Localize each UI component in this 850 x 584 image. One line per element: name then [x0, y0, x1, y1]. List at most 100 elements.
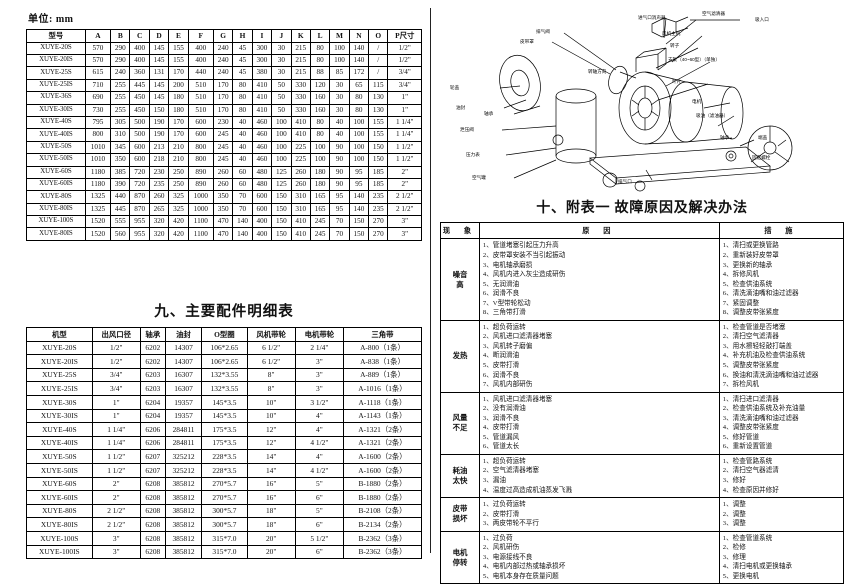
spec-cell: 410 — [290, 115, 311, 130]
spec-cell: 180 — [309, 165, 331, 179]
fault-phenomenon-line: 发热 — [452, 351, 468, 361]
parts-model-cell: XUYE-25S — [26, 367, 93, 383]
spec-cell: 185 — [368, 165, 389, 179]
spec-cell: 310 — [110, 128, 131, 142]
fault-remedy-cell: 1、检查管路系统 2、清扫空气器滤清 3、修好 4、检查原因并修好 — [718, 453, 845, 499]
parts-cell: 6208 — [139, 517, 166, 532]
spec-cell: 40 — [232, 115, 253, 130]
fault-remedy-cell: 1、调整 2、调整 3、调整 — [718, 497, 845, 532]
table-row: XUYE-50S 1010 345 600 213 210 800 245 40 460 100 22… — [26, 140, 422, 155]
spec-cell: 560 — [110, 227, 131, 241]
list-item: 2、皮带罩安装不当引起振动 — [482, 251, 566, 259]
spec-cell: 70 — [329, 215, 350, 229]
diagram-label: 电机 — [692, 99, 702, 104]
spec-cell: 80 — [309, 128, 331, 142]
list-item: 3、漏油 — [482, 477, 506, 485]
spec-cell: 410 — [290, 215, 311, 229]
parts-cell: 18" — [246, 503, 296, 519]
spec-cell: 250 — [168, 165, 189, 179]
spec-model-cell: XUYE-20S — [26, 41, 86, 56]
diagram-label: 进气口消声器 — [638, 15, 666, 20]
parts-cell: 385812 — [164, 490, 203, 505]
table-row: XUYE-80S 1325 440 870 260 325 1000 350 70 600 150 3… — [26, 190, 422, 204]
parts-cell: 8" — [246, 367, 296, 383]
list-item: 5、修好管道 — [722, 433, 760, 441]
spec-cell: 1 1/4" — [387, 128, 422, 142]
spec-cell: 410 — [290, 227, 311, 241]
spec-cell: 955 — [129, 227, 150, 241]
parts-cell: 3" — [294, 381, 344, 396]
spec-cell: 3/4" — [387, 78, 422, 93]
table-row: 电机 停转 1、过负荷 2、风机研伤 3、电源接线不良 4、电机内部过热或轴承损坏 5、电机… — [440, 530, 845, 584]
spec-cell: 235 — [148, 177, 170, 192]
spec-model-cell: XUYE-60IS — [26, 177, 86, 192]
parts-cell: 10" — [246, 408, 296, 424]
table-row: XUYE-40S 1 1/4" 6206 284811 175*3.5 12" 4" A-13… — [26, 422, 423, 437]
fault-phenomenon-line: 皮带 — [452, 504, 468, 514]
list-item: 1、清扫或更换管路 — [722, 242, 779, 250]
list-item: 4、温度过高造成机油蒸发飞溅 — [482, 486, 572, 494]
spec-cell: 80 — [348, 91, 370, 105]
spec-cell: 80 — [232, 103, 253, 117]
spec-cell: 330 — [290, 103, 311, 117]
spec-cell: 400 — [187, 41, 214, 56]
parts-cell: 3 1/2" — [294, 394, 344, 410]
list-item: 2、风机研伤 — [482, 544, 520, 552]
spec-cell: 260 — [148, 190, 170, 204]
parts-model-cell: XUYE-20IS — [26, 354, 93, 369]
list-item: 5、无润滑油 — [482, 280, 520, 288]
table-row: XUYE-36S 690 255 450 145 180 510 170 80 410 50 330 1… — [26, 91, 422, 105]
document-page: 单位: mm 型号 A B C D E F G H I J K L M N O P尺寸 XUYE-20S 570 2… — [26, 8, 845, 584]
spec-model-cell: XUYE-30IS — [26, 103, 86, 117]
parts-cell: 270*5.7 — [201, 490, 248, 505]
spec-cell: 130 — [368, 103, 389, 117]
parts-cell: 16" — [246, 490, 296, 505]
fault-phenomenon-line: 损坏 — [452, 514, 468, 524]
parts-cell: 6202 — [139, 340, 166, 356]
spec-cell: 215 — [290, 66, 311, 80]
parts-section-title: 九、主要配件明细表 — [154, 304, 294, 320]
parts-col-header-0: 机型 — [26, 327, 93, 342]
spec-cell: 80 — [309, 41, 331, 56]
list-item: 2、风机进口滤清器堵塞 — [482, 333, 553, 341]
spec-cell: 40 — [329, 115, 350, 130]
fault-cause-cell: 1、管道堵塞引起压力升高 2、皮带罩安装不当引起振动 3、电机轴承磨损 4、风机内进入… — [478, 238, 720, 321]
spec-cell: 570 — [84, 53, 112, 68]
spec-cell: 1325 — [84, 202, 112, 217]
spec-cell: 70 — [329, 227, 350, 241]
parts-cell: 385812 — [164, 503, 203, 519]
parts-cell: 12" — [246, 422, 296, 437]
spec-cell: 90 — [329, 165, 350, 179]
table-row: XUYE-60IS 1180 390 720 235 250 890 260 60 480 125 2… — [26, 177, 422, 192]
spec-cell: 290 — [110, 41, 131, 56]
parts-cell: 6208 — [139, 530, 166, 546]
spec-cell: 70 — [232, 202, 253, 217]
spec-cell: 350 — [212, 202, 234, 217]
spec-cell: 330 — [290, 91, 311, 105]
spec-cell: 2 1/2" — [387, 202, 422, 217]
fault-phenomenon-line: 电机 — [452, 547, 468, 557]
spec-cell: 40 — [232, 140, 253, 155]
spec-model-cell: XUYE-36S — [26, 91, 86, 105]
spec-cell: 100 — [271, 140, 292, 155]
spec-cell: 400 — [251, 215, 273, 229]
list-item: 3、用水擦轻轻敲打端盖 — [722, 342, 793, 350]
fault-table-header-row: 现 象原 因措 施 — [440, 221, 845, 240]
parts-cell: 145*3.5 — [201, 394, 248, 410]
parts-cell: 4 1/2" — [294, 435, 344, 451]
spec-cell: 270 — [368, 227, 389, 241]
spec-cell: 80 — [232, 91, 253, 105]
parts-cell: 2 1/2" — [91, 503, 141, 519]
list-item: 4、调整皮带张紧度 — [722, 424, 779, 432]
list-item: 1、风机进口滤清器堵塞 — [482, 395, 553, 403]
parts-cell: 1" — [91, 394, 141, 410]
parts-cell: 16" — [246, 476, 296, 492]
parts-cell: A-889（1条） — [342, 367, 423, 383]
list-item: 6、重新设置管道 — [722, 443, 773, 451]
spec-cell: 460 — [251, 153, 273, 167]
spec-cell: 1000 — [187, 190, 214, 204]
spec-model-cell: XUYE-80IS — [26, 227, 86, 241]
parts-cell: 10" — [246, 394, 296, 410]
parts-model-cell: XUYE-30S — [26, 394, 93, 410]
list-item: 1、超负荷运转 — [482, 323, 526, 331]
